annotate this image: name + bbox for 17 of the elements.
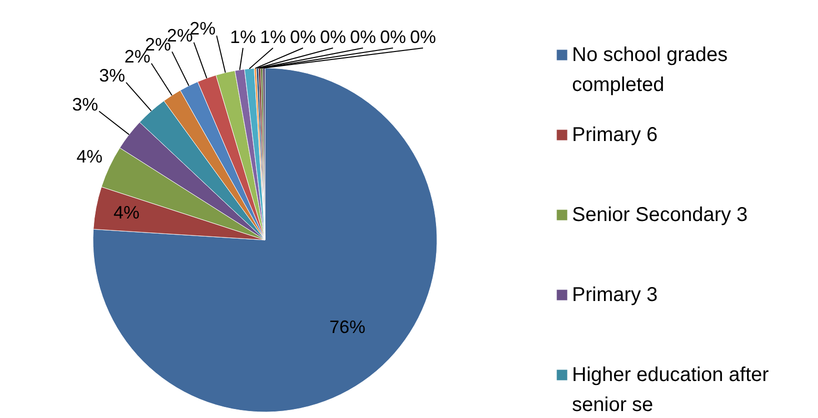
data-label: 76% [329, 316, 366, 337]
data-label: 1% [260, 27, 286, 47]
legend-label: No school grades completed [572, 44, 728, 96]
data-label: 3% [72, 94, 98, 114]
data-label: 0% [320, 27, 346, 47]
data-label: 4% [76, 146, 102, 166]
data-label: 4% [113, 202, 140, 223]
legend-label: Higher education after senior se [572, 364, 770, 416]
data-label: 0% [350, 27, 376, 47]
data-label: 3% [99, 65, 126, 86]
data-label: 0% [380, 27, 406, 47]
legend-label: Senior Secondary 3 [572, 204, 748, 226]
data-label: 0% [290, 27, 316, 47]
data-label: 0% [410, 27, 436, 47]
legend-label: Primary 3 [572, 284, 658, 306]
legend-label: Primary 6 [572, 124, 658, 146]
data-label: 1% [230, 27, 256, 47]
